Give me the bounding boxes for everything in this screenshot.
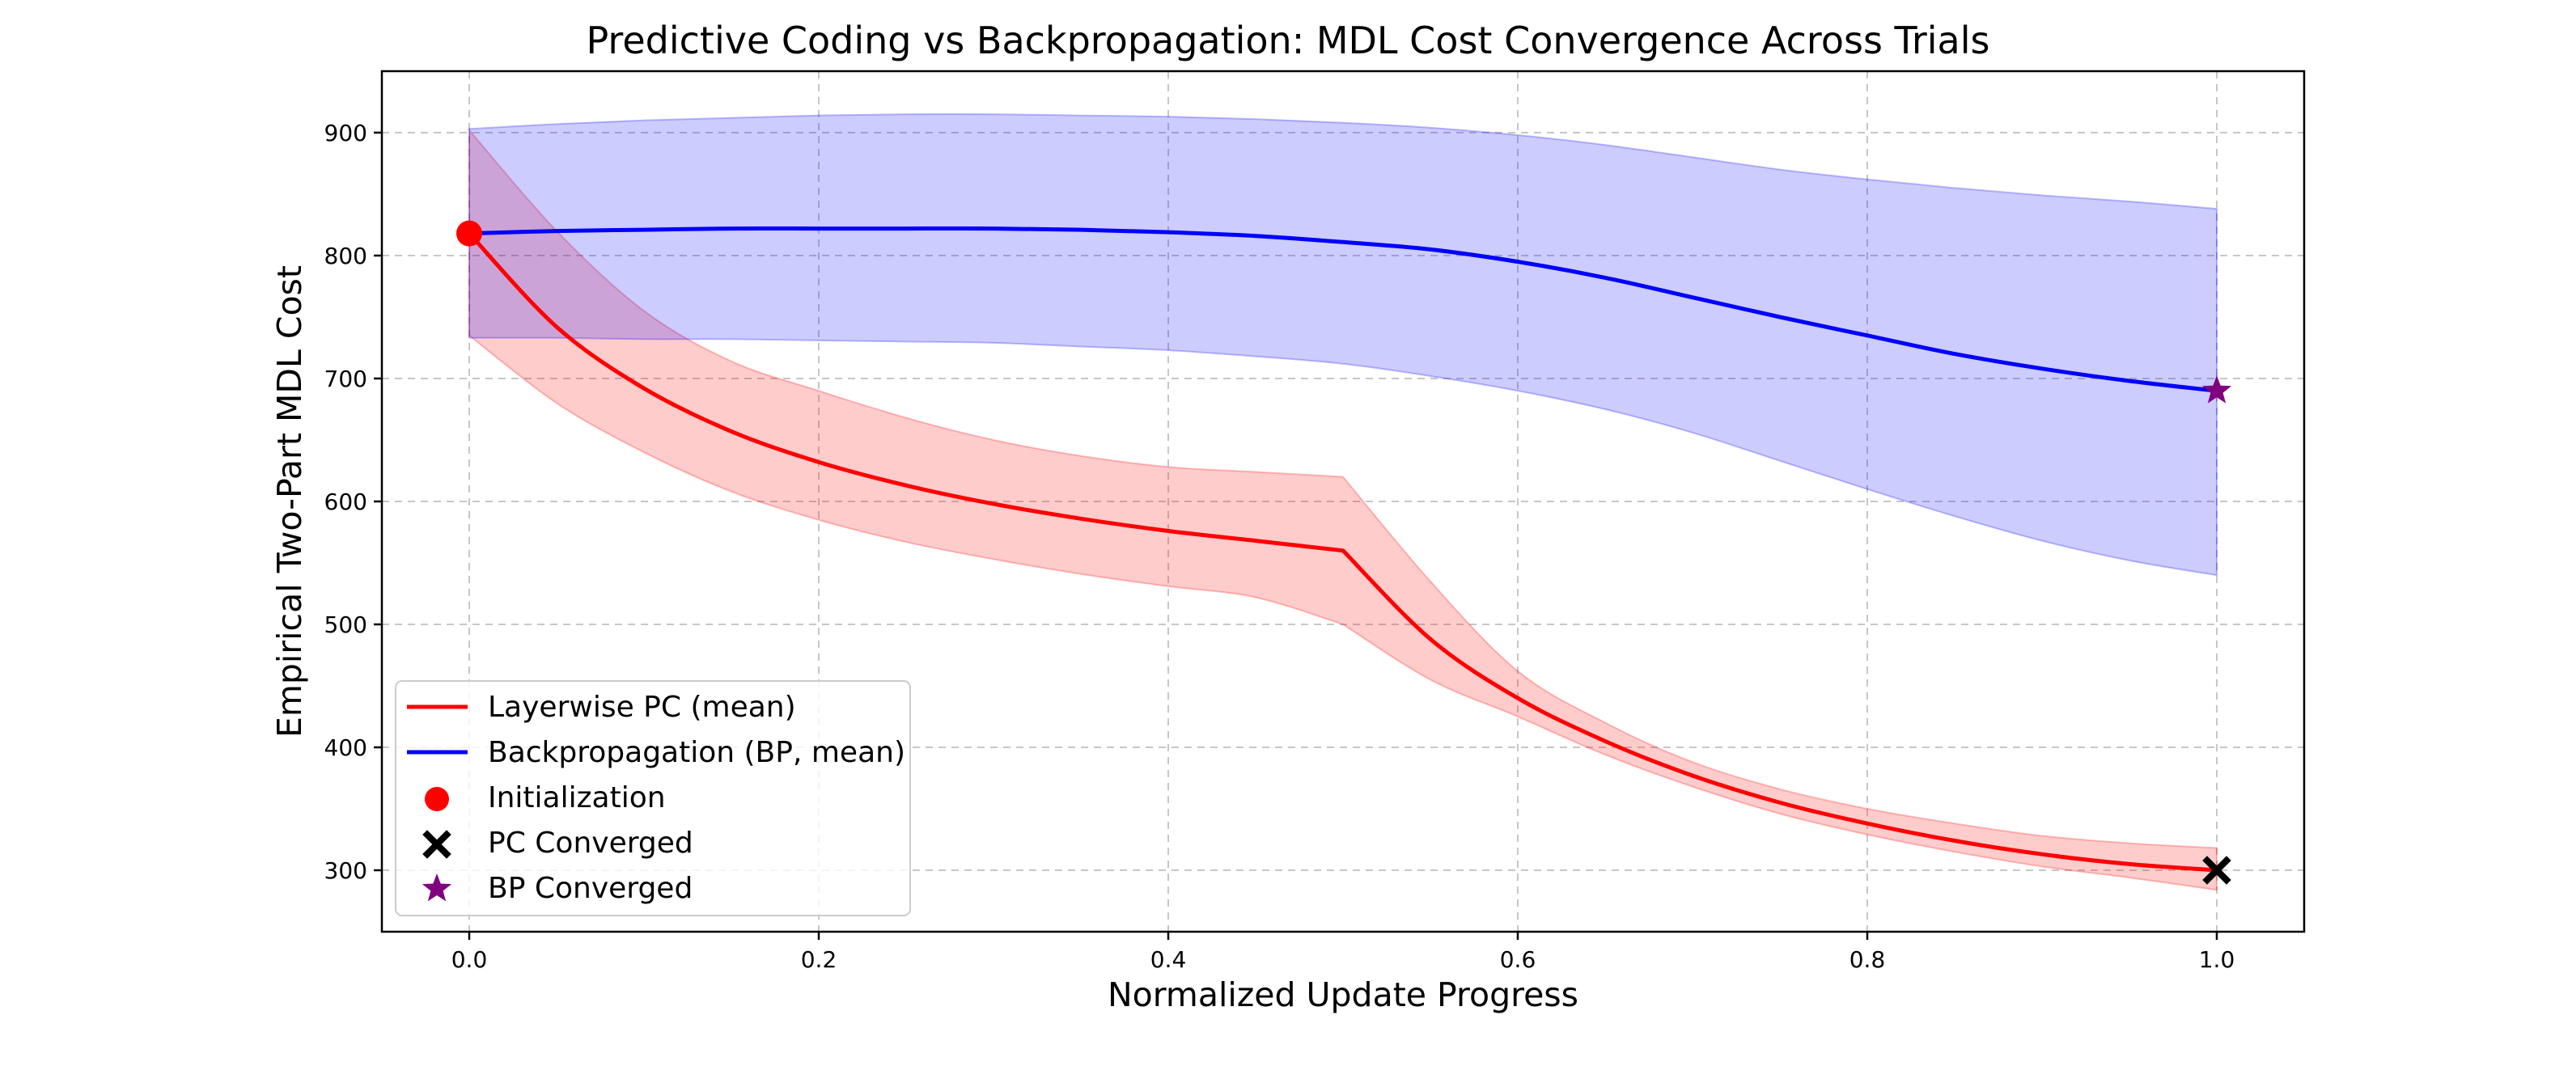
legend-star-glyph xyxy=(422,873,452,902)
x-tick-label: 1.0 xyxy=(2199,946,2235,973)
bp-mean-line xyxy=(467,226,2219,393)
y-axis-ticks: 300 400 500 600 700 800 900 xyxy=(324,120,382,884)
legend-initialization-label: Initialization xyxy=(488,781,666,814)
y-tick-label: 600 xyxy=(324,489,367,515)
legend-bp-converged-label: BP Converged xyxy=(488,872,693,905)
legend-bp-converged-marker xyxy=(422,873,452,902)
y-tick-label: 300 xyxy=(324,857,367,884)
legend-pc-converged-marker xyxy=(422,830,451,859)
x-tick-label: 0.6 xyxy=(1500,946,1536,973)
legend-initialization-marker xyxy=(425,787,449,811)
x-axis-label: Normalized Update Progress xyxy=(1108,975,1578,1014)
y-tick-label: 500 xyxy=(324,611,367,638)
series-lines xyxy=(467,226,2219,873)
y-tick-label: 400 xyxy=(324,734,367,761)
legend: Layerwise PC (mean) Backpropagation (BP,… xyxy=(395,680,911,916)
x-tick-label: 0.8 xyxy=(1849,946,1886,973)
y-tick-label: 800 xyxy=(324,243,367,269)
bp-converged-marker xyxy=(2201,375,2232,404)
y-tick-label: 900 xyxy=(324,120,367,146)
legend-box xyxy=(395,680,911,916)
legend-x-glyph xyxy=(422,830,451,859)
x-tick-label: 0.4 xyxy=(1150,946,1187,973)
pc-confidence-band xyxy=(468,128,2218,891)
chart-title: Predictive Coding vs Backpropagation: MD… xyxy=(587,19,1990,62)
legend-pc-converged-label: PC Converged xyxy=(488,827,693,860)
pc-mean-line xyxy=(467,231,2219,873)
x-tick-label: 0.0 xyxy=(451,946,488,973)
point-markers xyxy=(456,220,2232,885)
grid-lines xyxy=(382,71,2304,932)
legend-pc-label: Layerwise PC (mean) xyxy=(488,691,796,724)
pc-converged-marker xyxy=(2202,856,2231,885)
y-axis-label: Empirical Two-Part MDL Cost xyxy=(270,265,309,738)
x-tick-label: 0.2 xyxy=(801,946,837,973)
legend-bp-label: Backpropagation (BP, mean) xyxy=(488,736,905,769)
y-tick-label: 700 xyxy=(324,366,367,392)
x-axis-ticks: 0.0 0.2 0.4 0.6 0.8 1.0 xyxy=(451,932,2235,973)
initialization-marker xyxy=(456,220,482,247)
